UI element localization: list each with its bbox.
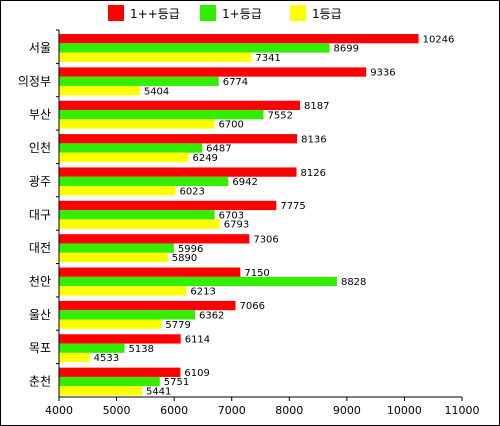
value-label-6-1: 5996 [178,244,203,255]
value-label-10-0: 6109 [184,368,209,379]
value-label-10-2: 5441 [146,387,171,398]
bar-4-1 [59,176,229,187]
category-label-1: 의정부 [18,74,51,88]
category-label-5: 대구 [29,208,51,222]
bar-2-1 [59,110,264,120]
legend-swatch-1p [200,5,216,21]
category-label-3: 인천 [29,140,51,155]
bar-9-2 [59,352,90,363]
category-label-4: 광주 [29,174,51,188]
value-label-8-0: 7066 [240,301,265,312]
category-label-6: 대전 [29,241,51,255]
category-label-8: 울산 [29,308,51,322]
value-label-4-0: 8126 [301,168,326,179]
category-label-0: 서울 [29,41,51,55]
bar-6-1 [59,243,174,253]
legend-label-1p: 1+등급 [222,6,262,21]
legend-label-1pp: 1++등급 [130,6,180,21]
legend-swatch-1 [290,5,306,21]
legend-swatch-1pp [108,5,124,21]
bar-5-0 [59,200,277,211]
value-label-1-0: 9336 [370,68,395,79]
x-tick-label-2: 6000 [160,404,188,417]
value-label-0-2: 7341 [255,53,280,64]
value-label-2-1: 7552 [267,110,292,121]
bar-10-1 [59,376,160,387]
legend-item-1p: 1+등급 [200,4,262,22]
category-label-10: 춘천 [29,374,51,389]
bar-2-0 [59,100,301,111]
bar-2-2 [59,119,215,129]
value-label-0-1: 8699 [334,44,359,55]
value-label-3-0: 8136 [301,134,326,145]
x-tick-label-6: 10000 [387,404,422,417]
bar-0-0 [59,34,419,44]
bar-9-1 [59,343,125,353]
bar-5-2 [59,219,220,229]
legend-item-1: 1등급 [290,4,342,22]
legend-label-1: 1등급 [312,6,342,21]
x-tick-label-7: 11000 [445,404,480,417]
value-label-9-0: 6114 [185,335,210,346]
bar-1-2 [59,85,140,96]
value-label-7-2: 6213 [190,286,215,297]
bar-6-2 [59,252,168,263]
value-label-8-2: 5779 [165,320,190,331]
bar-10-0 [59,367,181,377]
bar-1-0 [59,67,367,77]
bar-8-2 [59,319,162,329]
bar-4-0 [59,167,297,177]
legend-item-1pp: 1++등급 [108,4,180,22]
x-tick-label-0: 4000 [45,404,73,417]
x-tick-label-1: 5000 [103,404,131,417]
value-label-5-2: 6793 [224,220,249,231]
bar-9-0 [59,334,181,344]
category-label-7: 천안 [29,273,51,288]
value-label-5-1: 6703 [219,210,244,221]
x-tick-label-3: 7000 [218,404,246,417]
value-label-6-0: 7306 [253,234,278,245]
bar-7-1 [59,276,337,287]
bar-8-1 [59,310,195,320]
bar-3-0 [59,134,298,144]
bar-3-2 [59,152,189,162]
value-label-9-2: 4533 [94,353,119,364]
value-label-0-0: 10246 [423,34,455,45]
bar-10-2 [59,386,142,396]
value-label-10-1: 5751 [164,377,189,388]
bar-6-0 [59,234,250,244]
value-label-4-1: 6942 [232,177,257,188]
value-label-5-0: 7775 [280,201,305,212]
bar-0-2 [59,52,252,62]
value-label-2-0: 8187 [304,101,329,112]
value-label-3-2: 6249 [192,153,217,164]
value-label-6-2: 5890 [172,253,197,264]
value-label-7-1: 8828 [341,277,366,288]
value-label-2-2: 6700 [218,120,243,131]
category-label-9: 목포 [29,341,51,355]
bar-7-2 [59,286,187,296]
value-label-3-1: 6487 [206,144,231,155]
bar-1-1 [59,76,219,86]
value-label-8-1: 6362 [199,311,224,322]
category-label-2: 부산 [29,108,51,122]
bar-8-0 [59,300,236,311]
bar-5-1 [59,210,215,220]
value-label-1-2: 5404 [144,86,169,97]
value-label-9-1: 5138 [129,344,154,355]
value-label-4-2: 6023 [179,186,204,197]
bar-7-0 [59,267,241,277]
x-tick-label-5: 9000 [333,404,361,417]
bar-3-1 [59,143,203,153]
value-label-1-1: 6774 [223,77,248,88]
bar-0-1 [59,43,330,53]
bar-4-2 [59,186,176,196]
value-label-7-0: 7150 [244,268,269,279]
x-tick-label-4: 8000 [275,404,303,417]
